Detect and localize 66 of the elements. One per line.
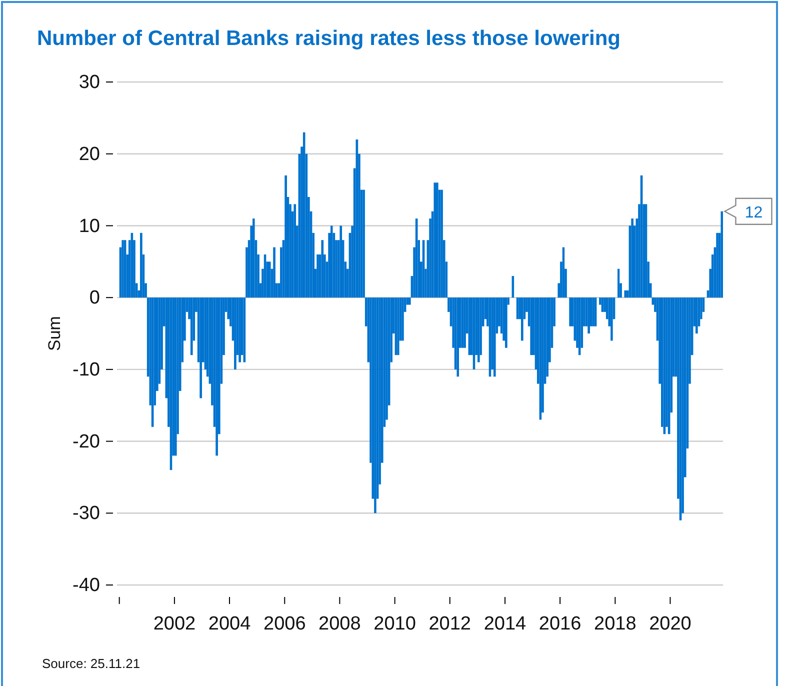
y-tick-label: -20 — [72, 431, 100, 452]
x-tick-label: 2004 — [208, 613, 252, 634]
bar — [340, 226, 342, 298]
bar — [631, 218, 634, 298]
bar — [530, 298, 533, 356]
bar — [362, 190, 365, 298]
y-tick-label: 10 — [78, 216, 100, 237]
x-tick-label: 2010 — [374, 613, 416, 634]
x-tick-label: 2006 — [263, 613, 306, 634]
bar — [140, 232, 142, 298]
bar — [252, 218, 255, 298]
bar — [321, 240, 324, 298]
bar — [610, 298, 613, 341]
bar — [374, 298, 376, 514]
bar — [434, 182, 436, 298]
bar — [238, 298, 241, 362]
bar — [562, 247, 565, 298]
bar — [234, 298, 236, 370]
bar — [316, 254, 319, 298]
x-tick-label: 2012 — [428, 613, 472, 634]
y-tick-label: -10 — [72, 360, 100, 381]
bar — [695, 298, 698, 334]
bar — [174, 298, 177, 456]
y-axis-title: Sum — [45, 316, 64, 351]
bar — [284, 175, 287, 298]
bar — [294, 204, 296, 298]
x-tick-label: 2016 — [538, 613, 582, 634]
bar — [504, 298, 508, 348]
bar — [716, 232, 718, 298]
x-tick-label: 2008 — [318, 613, 361, 634]
bar — [268, 262, 271, 298]
bar — [243, 298, 246, 362]
bar — [592, 298, 594, 326]
bar — [493, 298, 496, 377]
y-tick-label: 0 — [89, 288, 100, 309]
bar — [436, 182, 438, 298]
x-tick-label: 2002 — [153, 613, 196, 634]
y-tick-label: 30 — [78, 72, 100, 94]
bar — [588, 298, 590, 334]
bar — [122, 240, 124, 298]
bar — [477, 298, 480, 362]
bar — [464, 298, 466, 348]
x-tick-label: 2018 — [594, 613, 636, 634]
bar — [645, 204, 648, 298]
bar — [569, 298, 572, 326]
chart-title: Number of Central Banks raising rates less those lowering — [37, 27, 620, 50]
bar — [216, 298, 218, 456]
y-tick-label: -40 — [72, 575, 100, 596]
x-tick-label: 2014 — [484, 613, 527, 634]
bar — [456, 298, 459, 377]
source-note: Source: 25.11.21 — [42, 656, 140, 671]
bar — [520, 298, 524, 341]
bar — [200, 298, 202, 398]
x-tick-label: 2020 — [649, 613, 692, 634]
annotation: 12 — [744, 204, 763, 222]
bar — [440, 190, 443, 298]
bar — [720, 211, 723, 298]
y-tick-label: 20 — [78, 144, 100, 165]
bar — [190, 298, 193, 356]
bar — [618, 268, 620, 298]
bar — [402, 298, 404, 341]
bar — [408, 298, 411, 305]
bar — [624, 290, 627, 298]
y-tick-label: -30 — [72, 503, 100, 524]
bar — [397, 298, 400, 356]
bar — [273, 247, 276, 298]
